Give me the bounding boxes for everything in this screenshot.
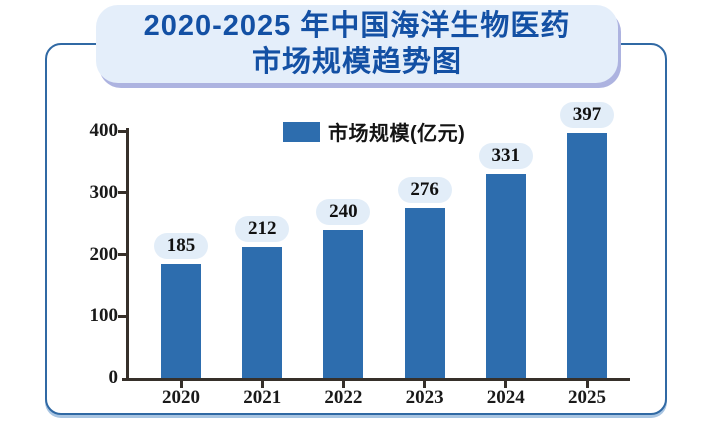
value-label: 331 [478,142,533,169]
bar [323,229,364,378]
x-axis-tick [260,381,264,388]
value-label: 212 [235,216,290,243]
chart-legend: 市场规模(亿元) [283,117,465,146]
x-axis-label: 2024 [486,387,525,408]
x-axis-label: 2023 [405,387,444,408]
bar [161,263,201,378]
legend-swatch [283,121,320,142]
y-axis-line [126,128,129,381]
chart-title-box: 2020-2025 年中国海洋生物医药 市场规模趋势图 [96,5,618,83]
legend-label: 市场规模(亿元) [328,123,466,145]
x-axis-line [122,378,630,381]
x-axis-tick [179,381,183,388]
x-axis-label: 2021 [243,387,282,408]
y-axis-tick [118,253,126,256]
y-axis-label: 100 [89,305,119,327]
bar [242,247,283,378]
chart-title-line-2: 市场规模趋势图 [251,46,462,78]
y-axis-label: 300 [89,181,119,203]
y-axis-tick [118,129,126,133]
value-label: 185 [154,232,208,259]
value-label: 276 [397,176,452,203]
y-axis-tick [118,314,126,318]
y-axis-label: 0 [108,367,119,388]
x-axis-label: 2025 [568,387,606,408]
y-axis-label: 200 [89,243,119,265]
x-axis-label: 2022 [324,387,363,408]
x-axis-tick [341,381,345,388]
y-axis-label: 400 [89,120,119,141]
bar [404,207,445,378]
x-axis-tick [504,381,508,388]
bar [567,132,607,378]
x-axis-tick [585,381,589,388]
x-axis-label: 2020 [162,387,200,408]
x-axis-tick [423,381,427,388]
bar [485,173,526,378]
value-label: 397 [560,101,614,128]
chart-title-line-1: 2020-2025 年中国海洋生物医药 [143,10,571,42]
value-label: 240 [316,198,371,225]
y-axis-tick [118,191,126,195]
